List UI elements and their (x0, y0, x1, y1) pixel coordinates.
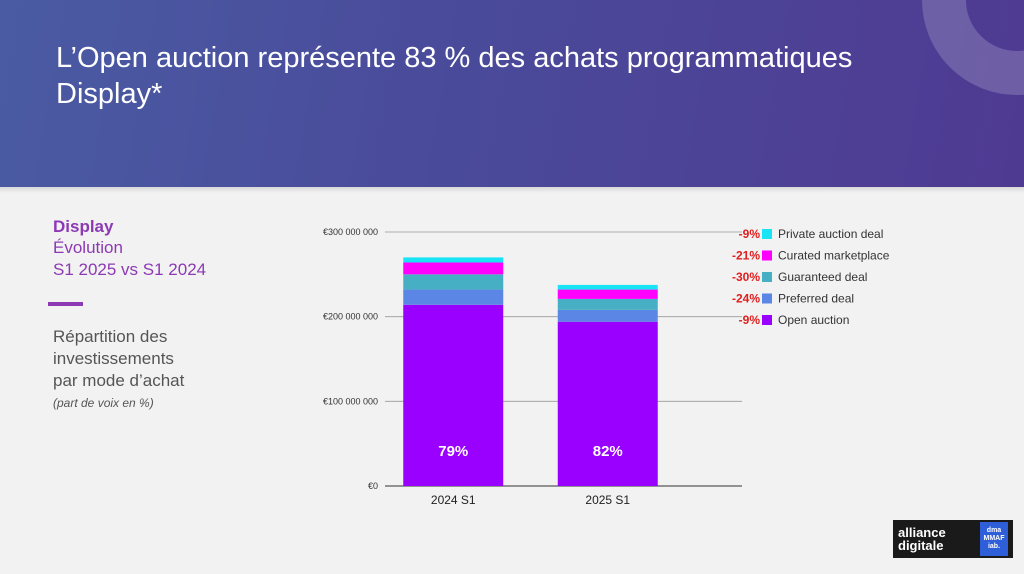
y-tick-label: €100 000 000 (323, 396, 378, 406)
y-tick-label: €300 000 000 (323, 227, 378, 237)
x-tick-label: 2025 S1 (585, 493, 630, 507)
bar-segment (403, 274, 504, 290)
legend-swatch (762, 229, 772, 239)
legend-change: -9% (739, 313, 761, 327)
repartition-text: Répartition des investissements par mode… (53, 326, 273, 392)
left-panel: Display Évolution S1 2025 vs S1 2024 (53, 216, 273, 281)
bar-segment (557, 321, 658, 486)
legend-change: -24% (732, 292, 760, 306)
bar-share-label: 79% (438, 443, 468, 460)
header-banner: L’Open auction représente 83 % des achat… (0, 0, 1024, 187)
logo-partner-3: iab. (987, 543, 1001, 550)
panel-title: Display (53, 217, 114, 236)
legend-label: Private auction deal (778, 227, 883, 241)
page-title: L’Open auction représente 83 % des achat… (56, 42, 853, 110)
share-note: (part de voix en %) (53, 396, 154, 410)
logo-partners: dma MMAF iab. (980, 522, 1008, 556)
bar-share-label: 82% (593, 443, 623, 460)
logo-word-1: alliance (898, 525, 946, 540)
legend-swatch (762, 250, 772, 261)
legend-label: Preferred deal (778, 292, 854, 306)
logo-partner-1: dma (986, 527, 1002, 534)
y-tick-label: €200 000 000 (323, 312, 378, 322)
accent-divider (48, 302, 83, 306)
bar-segment (403, 289, 504, 305)
bar-segment (403, 304, 504, 486)
legend-label: Curated marketplace (778, 249, 890, 263)
repartition-line3: par mode d’achat (53, 371, 185, 390)
panel-subtitle-line1: Évolution (53, 238, 123, 257)
legend-change: -21% (732, 249, 760, 263)
x-tick-label: 2024 S1 (431, 493, 476, 507)
bar-segment (557, 309, 658, 322)
legend-label: Open auction (778, 313, 849, 327)
logo-word-2: digitale (898, 538, 944, 553)
bar-segment (403, 262, 504, 275)
bar-segment (557, 284, 658, 290)
bar-segment (557, 289, 658, 299)
legend-label: Guaranteed deal (778, 270, 867, 284)
repartition-line2: investissements (53, 349, 174, 368)
panel-subtitle-line2: S1 2025 vs S1 2024 (53, 260, 207, 279)
legend-swatch (762, 272, 772, 282)
legend-swatch (762, 293, 772, 304)
bar-segment (403, 257, 504, 263)
y-tick-label: €0 (368, 481, 378, 491)
legend-swatch (762, 315, 772, 325)
logo-wordmark: alliance digitale (893, 526, 980, 552)
legend-change: -30% (732, 270, 760, 284)
alliance-digitale-logo: alliance digitale dma MMAF iab. (893, 520, 1013, 558)
logo-partner-2: MMAF (983, 535, 1005, 542)
legend-change: -9% (739, 227, 761, 241)
bar-segment (557, 298, 658, 310)
repartition-line1: Répartition des (53, 327, 168, 346)
header-shadow (0, 187, 1024, 193)
